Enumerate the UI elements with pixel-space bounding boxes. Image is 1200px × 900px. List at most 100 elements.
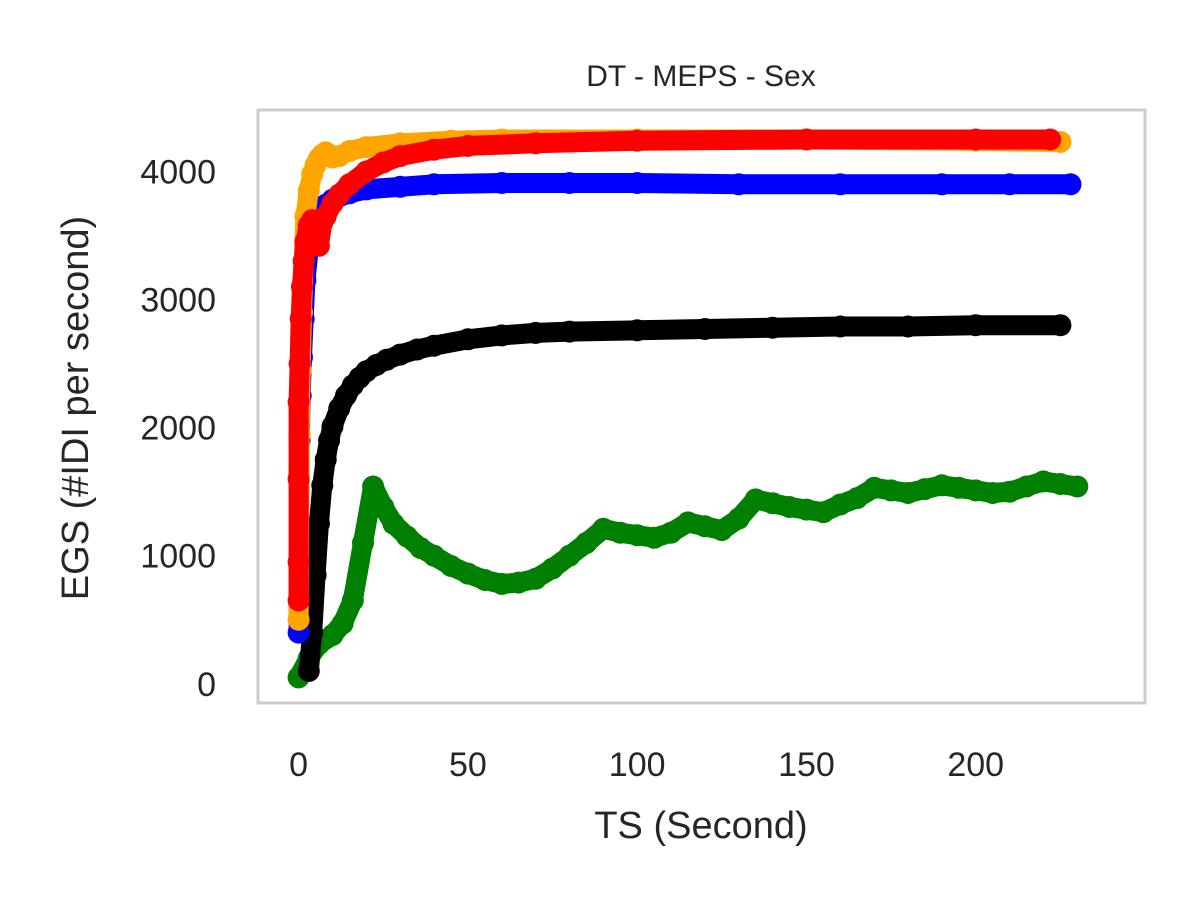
data-point (473, 569, 496, 591)
data-point (423, 173, 445, 196)
data-point (693, 515, 716, 538)
data-point (423, 138, 445, 161)
data-point (524, 132, 547, 155)
data-point (292, 250, 315, 273)
x-tick-label: 150 (778, 746, 835, 784)
data-point (490, 324, 513, 347)
chart-title: DT - MEPS - Sex (586, 60, 815, 93)
data-point (727, 507, 750, 530)
data-point (288, 352, 311, 375)
data-point (291, 275, 313, 298)
data-point (389, 145, 412, 168)
data-point (897, 315, 919, 338)
y-tick-label: 0 (197, 666, 216, 704)
data-point (287, 589, 310, 612)
data-point (311, 474, 334, 497)
data-point (998, 173, 1021, 196)
y-tick-labels: 0 1000 2000 3000 4000 (140, 153, 216, 703)
data-point (1066, 475, 1089, 498)
x-tick-label: 100 (609, 746, 666, 784)
series-1 (297, 314, 1072, 682)
data-point (541, 557, 564, 580)
data-point (307, 512, 330, 535)
data-point (331, 612, 354, 635)
data-point (558, 544, 581, 567)
data-point (829, 173, 852, 196)
data-point (795, 128, 818, 151)
data-point (456, 562, 479, 585)
data-point (490, 572, 513, 595)
data-point (693, 318, 716, 340)
series-0 (287, 470, 1089, 689)
data-point (307, 234, 330, 257)
y-axis-label: EGS (#IDI per second) (55, 216, 97, 600)
data-point (930, 173, 953, 196)
data-point (321, 415, 344, 438)
data-point (1059, 173, 1082, 196)
data-point (964, 314, 987, 337)
data-point (423, 544, 445, 567)
data-point (778, 496, 801, 518)
data-point (423, 334, 445, 357)
y-tick-label: 4000 (140, 153, 216, 191)
data-point (677, 511, 699, 534)
series-layer (287, 128, 1089, 689)
data-point (1049, 314, 1072, 337)
data-point (287, 608, 310, 631)
data-point (930, 474, 953, 497)
x-tick-label: 50 (449, 746, 487, 784)
data-point (829, 493, 852, 516)
plot-frame (256, 108, 1147, 705)
data-point (440, 555, 462, 577)
data-point (558, 172, 581, 194)
data-point (355, 136, 378, 159)
data-point (592, 517, 615, 540)
data-point (761, 492, 784, 515)
series-4 (287, 128, 1062, 612)
data-point (863, 476, 886, 499)
data-point (981, 482, 1004, 504)
data-point (456, 134, 479, 157)
data-point (710, 519, 733, 542)
data-point (626, 129, 649, 152)
data-point (341, 589, 364, 612)
data-point (558, 320, 581, 343)
data-point (287, 391, 310, 413)
data-point (1049, 473, 1072, 495)
data-point (287, 467, 310, 490)
data-point (964, 479, 987, 502)
data-point (362, 475, 385, 498)
data-point (744, 488, 767, 511)
data-point (947, 476, 970, 499)
data-point (507, 571, 530, 594)
data-point (626, 524, 649, 547)
x-tick-labels: 0 50 100 150 200 (289, 746, 1004, 784)
data-point (314, 448, 337, 471)
data-point (406, 338, 429, 361)
data-point (352, 531, 374, 554)
data-point (490, 172, 513, 194)
data-point (575, 531, 598, 554)
y-tick-label: 1000 (140, 538, 216, 576)
y-tick-label: 2000 (140, 410, 216, 448)
data-point (964, 128, 987, 151)
data-point (389, 343, 412, 366)
data-point (372, 151, 395, 174)
data-point (289, 307, 312, 330)
data-point (626, 172, 649, 194)
data-point (524, 321, 547, 344)
data-point (795, 498, 818, 521)
data-point (287, 551, 310, 574)
data-point (456, 328, 479, 351)
data-point (913, 478, 936, 501)
data-point (812, 501, 835, 524)
data-point (761, 316, 784, 339)
data-point (297, 660, 320, 682)
data-point (1015, 475, 1038, 498)
data-point (998, 480, 1021, 503)
data-point (643, 526, 666, 549)
data-point (524, 567, 547, 590)
data-point (829, 315, 852, 338)
data-point (355, 160, 378, 183)
